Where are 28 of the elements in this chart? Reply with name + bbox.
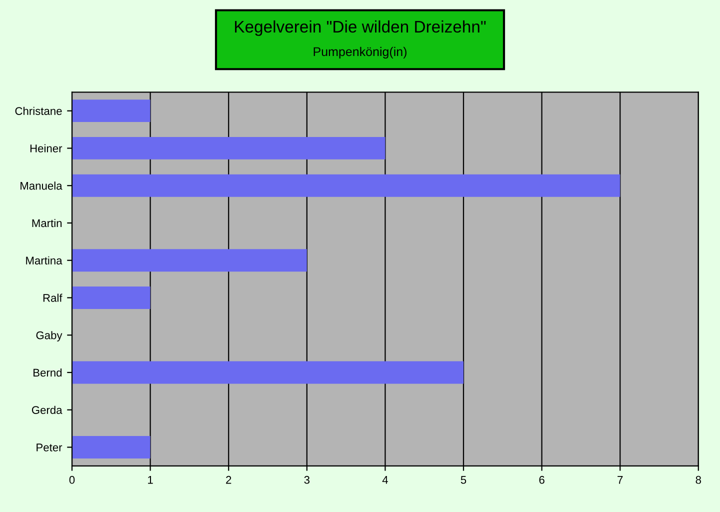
x-tick-label: 5 xyxy=(460,476,466,484)
bar xyxy=(72,249,307,272)
bar xyxy=(72,361,464,384)
x-tick-label: 0 xyxy=(69,476,75,484)
y-tick-label: Christane xyxy=(15,106,62,115)
chart-title: Kegelverein "Die wilden Dreizehn" xyxy=(235,20,486,36)
y-tick-label: Peter xyxy=(36,444,62,452)
y-tick-label: Manuela xyxy=(20,182,62,190)
x-tick-label: 4 xyxy=(382,476,388,484)
chart-subtitle: Pumpenkönig(in) xyxy=(314,46,406,59)
bar xyxy=(72,100,150,122)
x-tick-label: 7 xyxy=(618,476,623,484)
x-tick-label: 2 xyxy=(226,476,232,484)
y-tick-label: Gerda xyxy=(32,406,62,414)
x-tick-label: 3 xyxy=(304,476,310,484)
y-tick-label: Heiner xyxy=(30,144,62,152)
y-tick-label: Martin xyxy=(32,218,62,228)
y-tick-label: Martina xyxy=(26,256,62,264)
y-tick-label: Gaby xyxy=(36,331,62,342)
x-tick-label: 1 xyxy=(148,476,153,484)
bar xyxy=(72,286,150,309)
bar xyxy=(72,174,620,197)
y-tick-label: Bernd xyxy=(34,368,62,377)
x-tick-label: 8 xyxy=(696,476,702,484)
bar xyxy=(72,436,150,458)
x-tick-label: 6 xyxy=(539,476,544,484)
bar xyxy=(72,137,386,160)
y-tick-label: Ralf xyxy=(43,294,62,302)
